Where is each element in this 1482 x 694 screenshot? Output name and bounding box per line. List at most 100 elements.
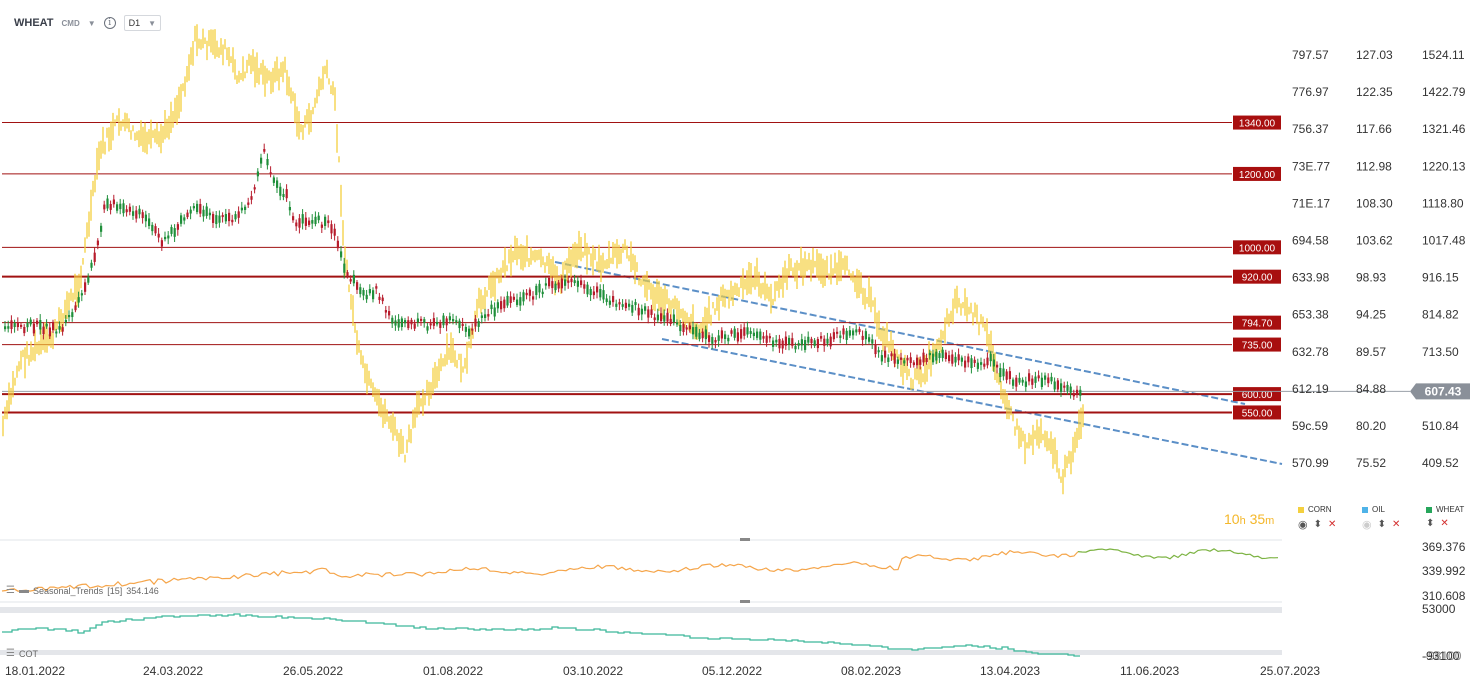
x-axis-label: 01.08.2022 [423,664,483,678]
wheat-candle [836,331,839,334]
wheat-candle [180,215,183,224]
wheat-candle [781,340,784,349]
wheat-candle [170,227,173,234]
wheat-candle [954,356,957,363]
wheat-candle [368,289,371,294]
wheat-candle [970,358,973,369]
wheat-candle [196,203,199,213]
wheat-candle [976,362,979,369]
wheat-candle [740,329,743,339]
seasonal-period: [15] [107,585,123,596]
wheat-candle [672,314,675,323]
wheat-candle [1044,375,1047,380]
price-level-tag[interactable] [1233,337,1281,352]
x-axis-label: 03.10.2022 [563,664,623,678]
wheat-candle [829,336,832,347]
wheat-candle [596,286,599,293]
price-level-tag[interactable] [1233,115,1281,130]
price-level-tag[interactable] [1233,405,1281,420]
wheat-candle [957,354,960,361]
cot-line[interactable] [2,613,1080,657]
wheat-candle [80,293,83,296]
minimize-icon[interactable]: ▬ [18,585,29,596]
resize-handle[interactable] [740,600,750,603]
wheat-candle [468,328,471,337]
wheat-candle [359,287,362,295]
wheat-candle [375,286,378,289]
seasonal-panel-label: ☰ ▬ Seasonal_Trends [15] 354.146 [6,585,159,596]
cot-axis-label: -93100 [1422,649,1460,663]
price-level-tag[interactable] [1233,387,1281,402]
axis-label-col2: 89.57 [1356,345,1386,359]
wheat-candle [58,326,61,330]
menu-icon[interactable]: ☰ [6,585,15,596]
wheat-candle [317,215,320,221]
x-axis-label: 24.03.2022 [143,664,203,678]
wheat-candle [676,322,679,325]
price-level-tag[interactable] [1233,166,1281,181]
axis-label-col1: 632.78 [1292,345,1329,359]
wheat-candle [631,304,634,313]
chevron-down-icon[interactable]: ▼ [87,18,96,28]
axis-label-col3: 713.50 [1422,345,1459,359]
legend-label: WHEAT [1436,505,1465,514]
wheat-candle [944,352,947,359]
wheat-candle [772,340,775,347]
wheat-candle [580,280,583,286]
eye-icon[interactable]: ◉ [1362,519,1372,531]
wheat-candle [906,357,909,361]
wheat-candle [119,203,122,210]
wheat-candle [154,226,157,234]
resize-handle[interactable] [740,538,750,541]
wheat-candle [653,317,656,321]
legend-wheat: WHEAT ⬍ ✕ [1426,505,1464,529]
seasonal-trend-line[interactable] [1,549,1079,592]
x-axis-label: 11.06.2023 [1120,664,1179,678]
seasonal-forecast-line[interactable] [1077,548,1279,560]
x-axis-label: 18.01.2022 [5,664,65,678]
info-icon[interactable]: i [103,17,116,29]
wheat-candle [986,357,989,366]
wheat-candle [445,318,448,326]
trend-line-upper[interactable] [554,261,1246,405]
wheat-candle [205,206,208,216]
corn-swatch [1298,506,1304,513]
wheat-candle [404,320,407,324]
sort-icon[interactable]: ⬍ [1377,519,1386,530]
close-icon[interactable]: ✕ [1392,519,1401,530]
eye-icon[interactable]: ◉ [1298,519,1308,531]
sort-icon[interactable]: ⬍ [1313,519,1322,530]
wheat-candle [490,304,493,310]
close-icon[interactable]: ✕ [1440,518,1449,529]
price-level-tag[interactable] [1233,315,1281,330]
sort-icon[interactable]: ⬍ [1426,518,1435,529]
price-level-tag[interactable] [1233,269,1281,284]
wheat-candle [26,322,29,328]
wheat-candle [692,327,695,335]
price-level-tag[interactable] [1233,240,1281,255]
wheat-candle [714,340,717,343]
wheat-candle [336,240,339,249]
wheat-candle [503,299,506,309]
wheat-candle [272,177,275,183]
wheat-candle [352,274,355,284]
wheat-candle [109,204,112,210]
close-icon[interactable]: ✕ [1328,519,1337,530]
wheat-candle [685,327,688,330]
corn-series[interactable] [2,24,1084,495]
wheat-candle [42,326,45,335]
trend-line-lower[interactable] [661,338,1283,465]
seasonal-axis-label: 310.608 [1422,589,1466,603]
wheat-candle [698,332,701,340]
menu-icon[interactable]: ☰ [6,648,15,659]
wheat-candle [436,321,439,325]
wheat-candle [362,290,365,296]
axis-label-col2: 122.35 [1356,85,1393,99]
wheat-candle [212,213,215,223]
symbol-label[interactable]: WHEAT [14,17,54,29]
price-level-label: 1000.00 [1239,243,1276,254]
x-axis-label: 05.12.2022 [702,664,762,678]
wheat-candle [484,314,487,318]
timeframe-select[interactable]: D1 ▼ [123,15,162,31]
